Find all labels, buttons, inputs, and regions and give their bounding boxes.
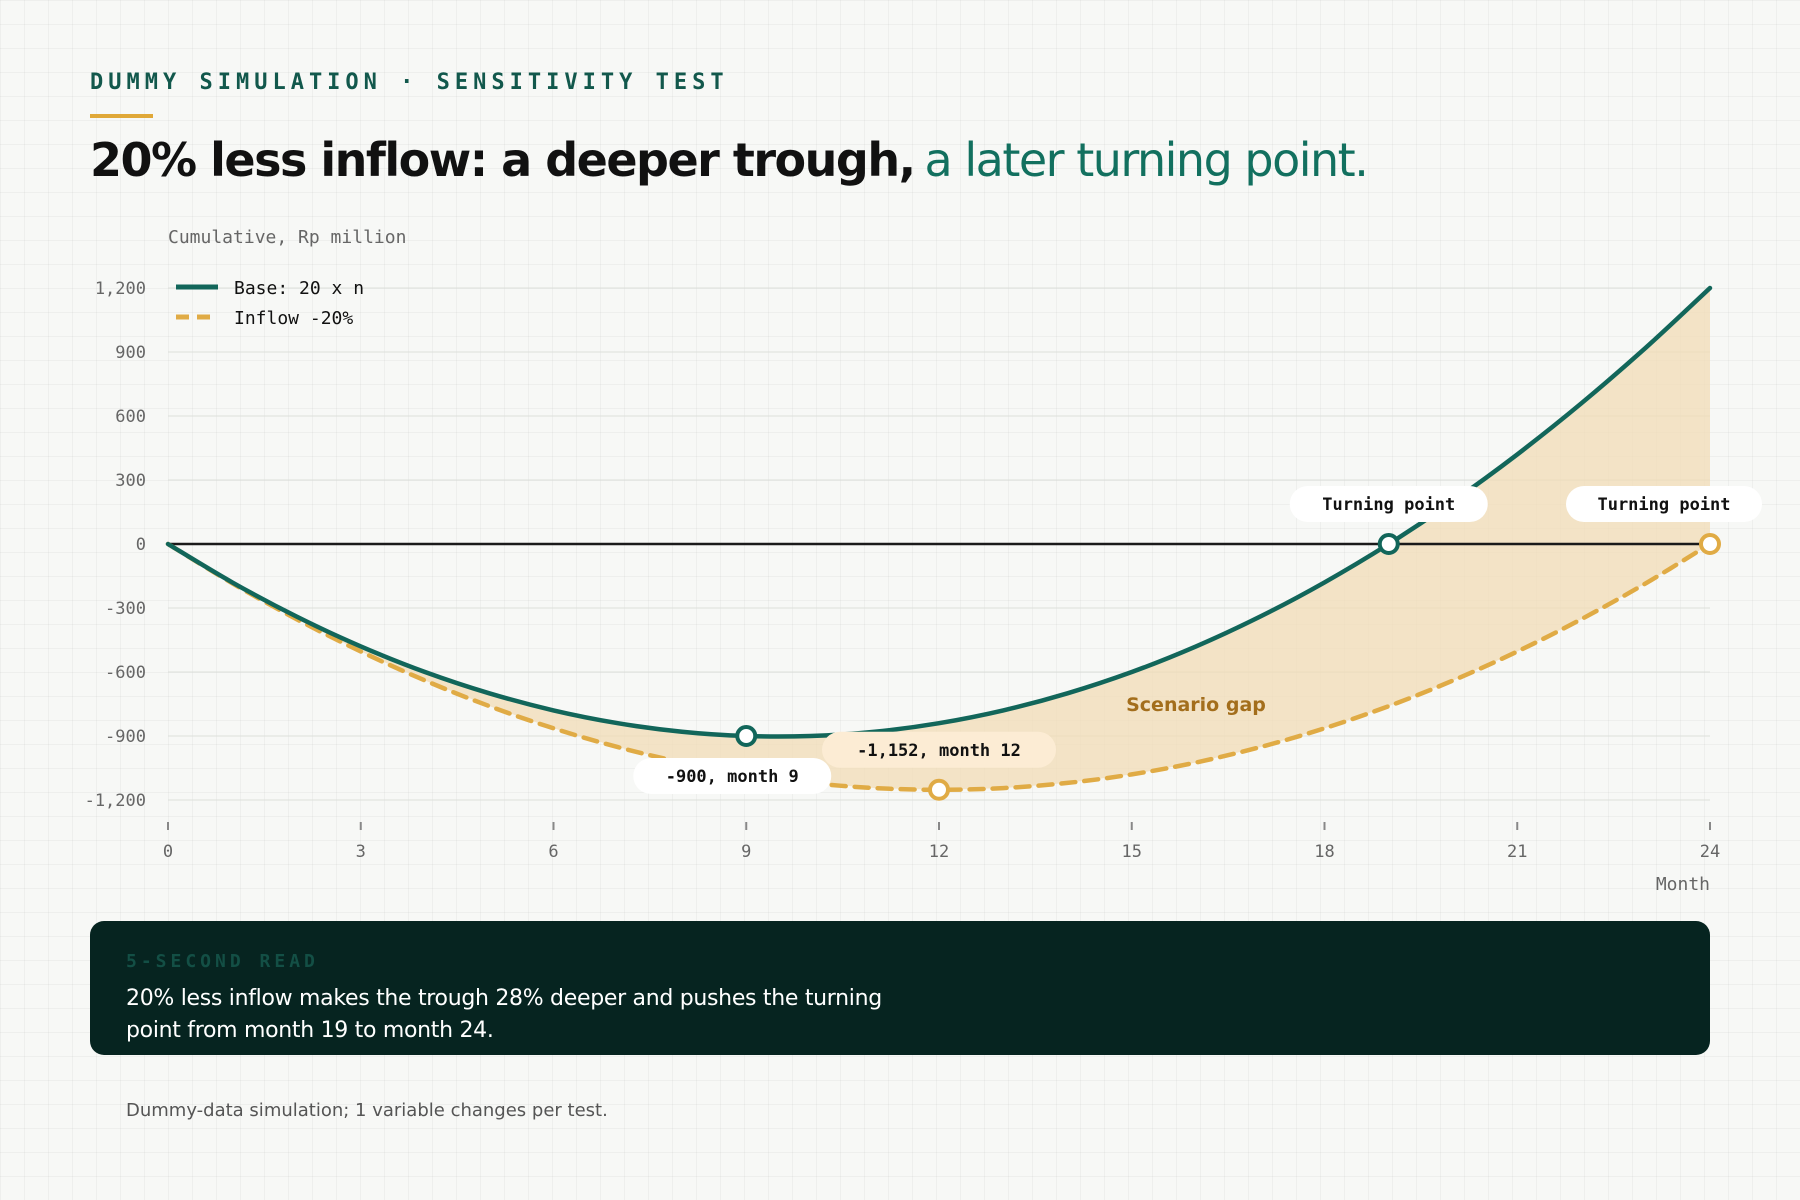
y-tick-label: 600: [115, 407, 146, 427]
x-axis-label: Month: [1656, 874, 1710, 895]
annotation-label: -900, month 9: [666, 767, 799, 787]
y-tick-label: -1,200: [85, 791, 146, 811]
x-tick-label: 6: [548, 842, 558, 862]
scenario-gap-label: Scenario gap: [1126, 694, 1266, 716]
five-second-read-panel: 5-SECOND READ 20% less inflow makes the …: [90, 921, 1710, 1055]
headline-soft: a later turning point.: [924, 133, 1369, 187]
callout-text: 20% less inflow makes the trough 28% dee…: [126, 986, 882, 1043]
x-tick-label: 15: [1122, 842, 1142, 862]
kicker: DUMMY SIMULATION · SENSITIVITY TEST: [90, 70, 729, 95]
footnote: Dummy-data simulation; 1 variable change…: [126, 1100, 608, 1121]
y-tick-label: 0: [136, 535, 146, 555]
headline: 20% less inflow: a deeper trough, a later…: [90, 130, 1369, 190]
headline-strong: 20% less inflow: a deeper trough,: [90, 133, 916, 187]
x-tick-label: 18: [1314, 842, 1334, 862]
annotation-pill: [1566, 486, 1762, 522]
x-tick-label: 9: [741, 842, 751, 862]
annotation-pill: [1289, 486, 1488, 522]
y-tick-label: -900: [105, 727, 146, 747]
kicker-accent-rule: [90, 114, 153, 118]
y-tick-label: -300: [105, 599, 146, 619]
x-tick-label: 12: [929, 842, 949, 862]
x-tick-label: 0: [163, 842, 173, 862]
annotation-label: -1,152, month 12: [857, 741, 1021, 761]
annotation-pill: [633, 758, 832, 794]
y-axis-label: Cumulative, Rp million: [168, 227, 406, 248]
base-point-marker: [1377, 533, 1400, 555]
y-tick-label: 900: [115, 343, 146, 363]
callout-kicker: 5-SECOND READ: [126, 951, 319, 972]
legend-label-base: Base: 20 x n: [234, 278, 364, 299]
y-tick-label: 300: [115, 471, 146, 491]
sensitivity-line-chart: 1,200 900 600 300 0 -300 -600 -900 -1,200 Cumulat…: [84, 227, 1762, 895]
inflow-point-marker: [928, 778, 950, 801]
inflow-point-marker: [1699, 533, 1721, 555]
x-tick-label: 3: [356, 842, 366, 862]
annotation-label: Turning point: [1597, 495, 1730, 515]
legend-label-inflow: Inflow -20%: [234, 308, 353, 329]
base-point-marker: [735, 725, 758, 747]
scenario-gap-area: [168, 288, 1710, 790]
annotation-pill: [822, 731, 1056, 768]
annotation-label: Turning point: [1322, 495, 1455, 515]
x-tick-label: 24: [1700, 842, 1720, 862]
y-tick-label: -600: [105, 663, 146, 683]
x-tick-label: 21: [1507, 842, 1527, 862]
y-tick-label: 1,200: [95, 279, 146, 299]
